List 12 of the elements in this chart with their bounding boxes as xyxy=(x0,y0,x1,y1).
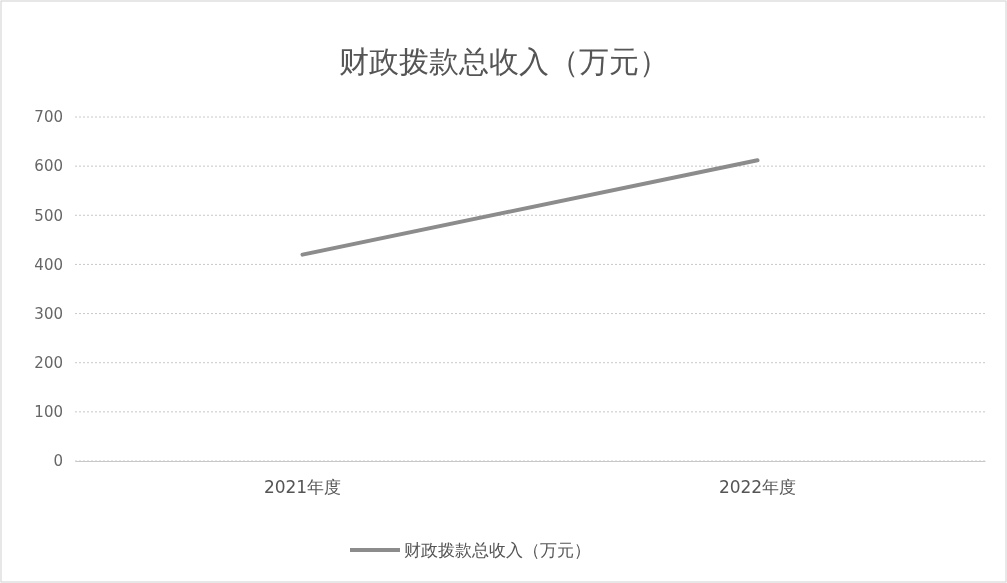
y-tick-label: 0 xyxy=(53,452,63,471)
y-tick-label: 400 xyxy=(34,255,63,274)
x-tick-label: 2021年度 xyxy=(263,477,342,498)
y-tick-label: 600 xyxy=(34,157,63,176)
y-tick-label: 100 xyxy=(34,403,63,422)
y-tick-label: 700 xyxy=(34,108,63,127)
legend-label: 财政拨款总收入（万元） xyxy=(404,540,591,560)
y-tick-label: 500 xyxy=(34,206,63,225)
y-tick-label: 300 xyxy=(34,304,63,323)
x-tick-label: 2022年度 xyxy=(718,477,797,498)
y-tick-label: 200 xyxy=(34,354,63,373)
chart-title: 财政拨款总收入（万元） xyxy=(338,44,669,79)
